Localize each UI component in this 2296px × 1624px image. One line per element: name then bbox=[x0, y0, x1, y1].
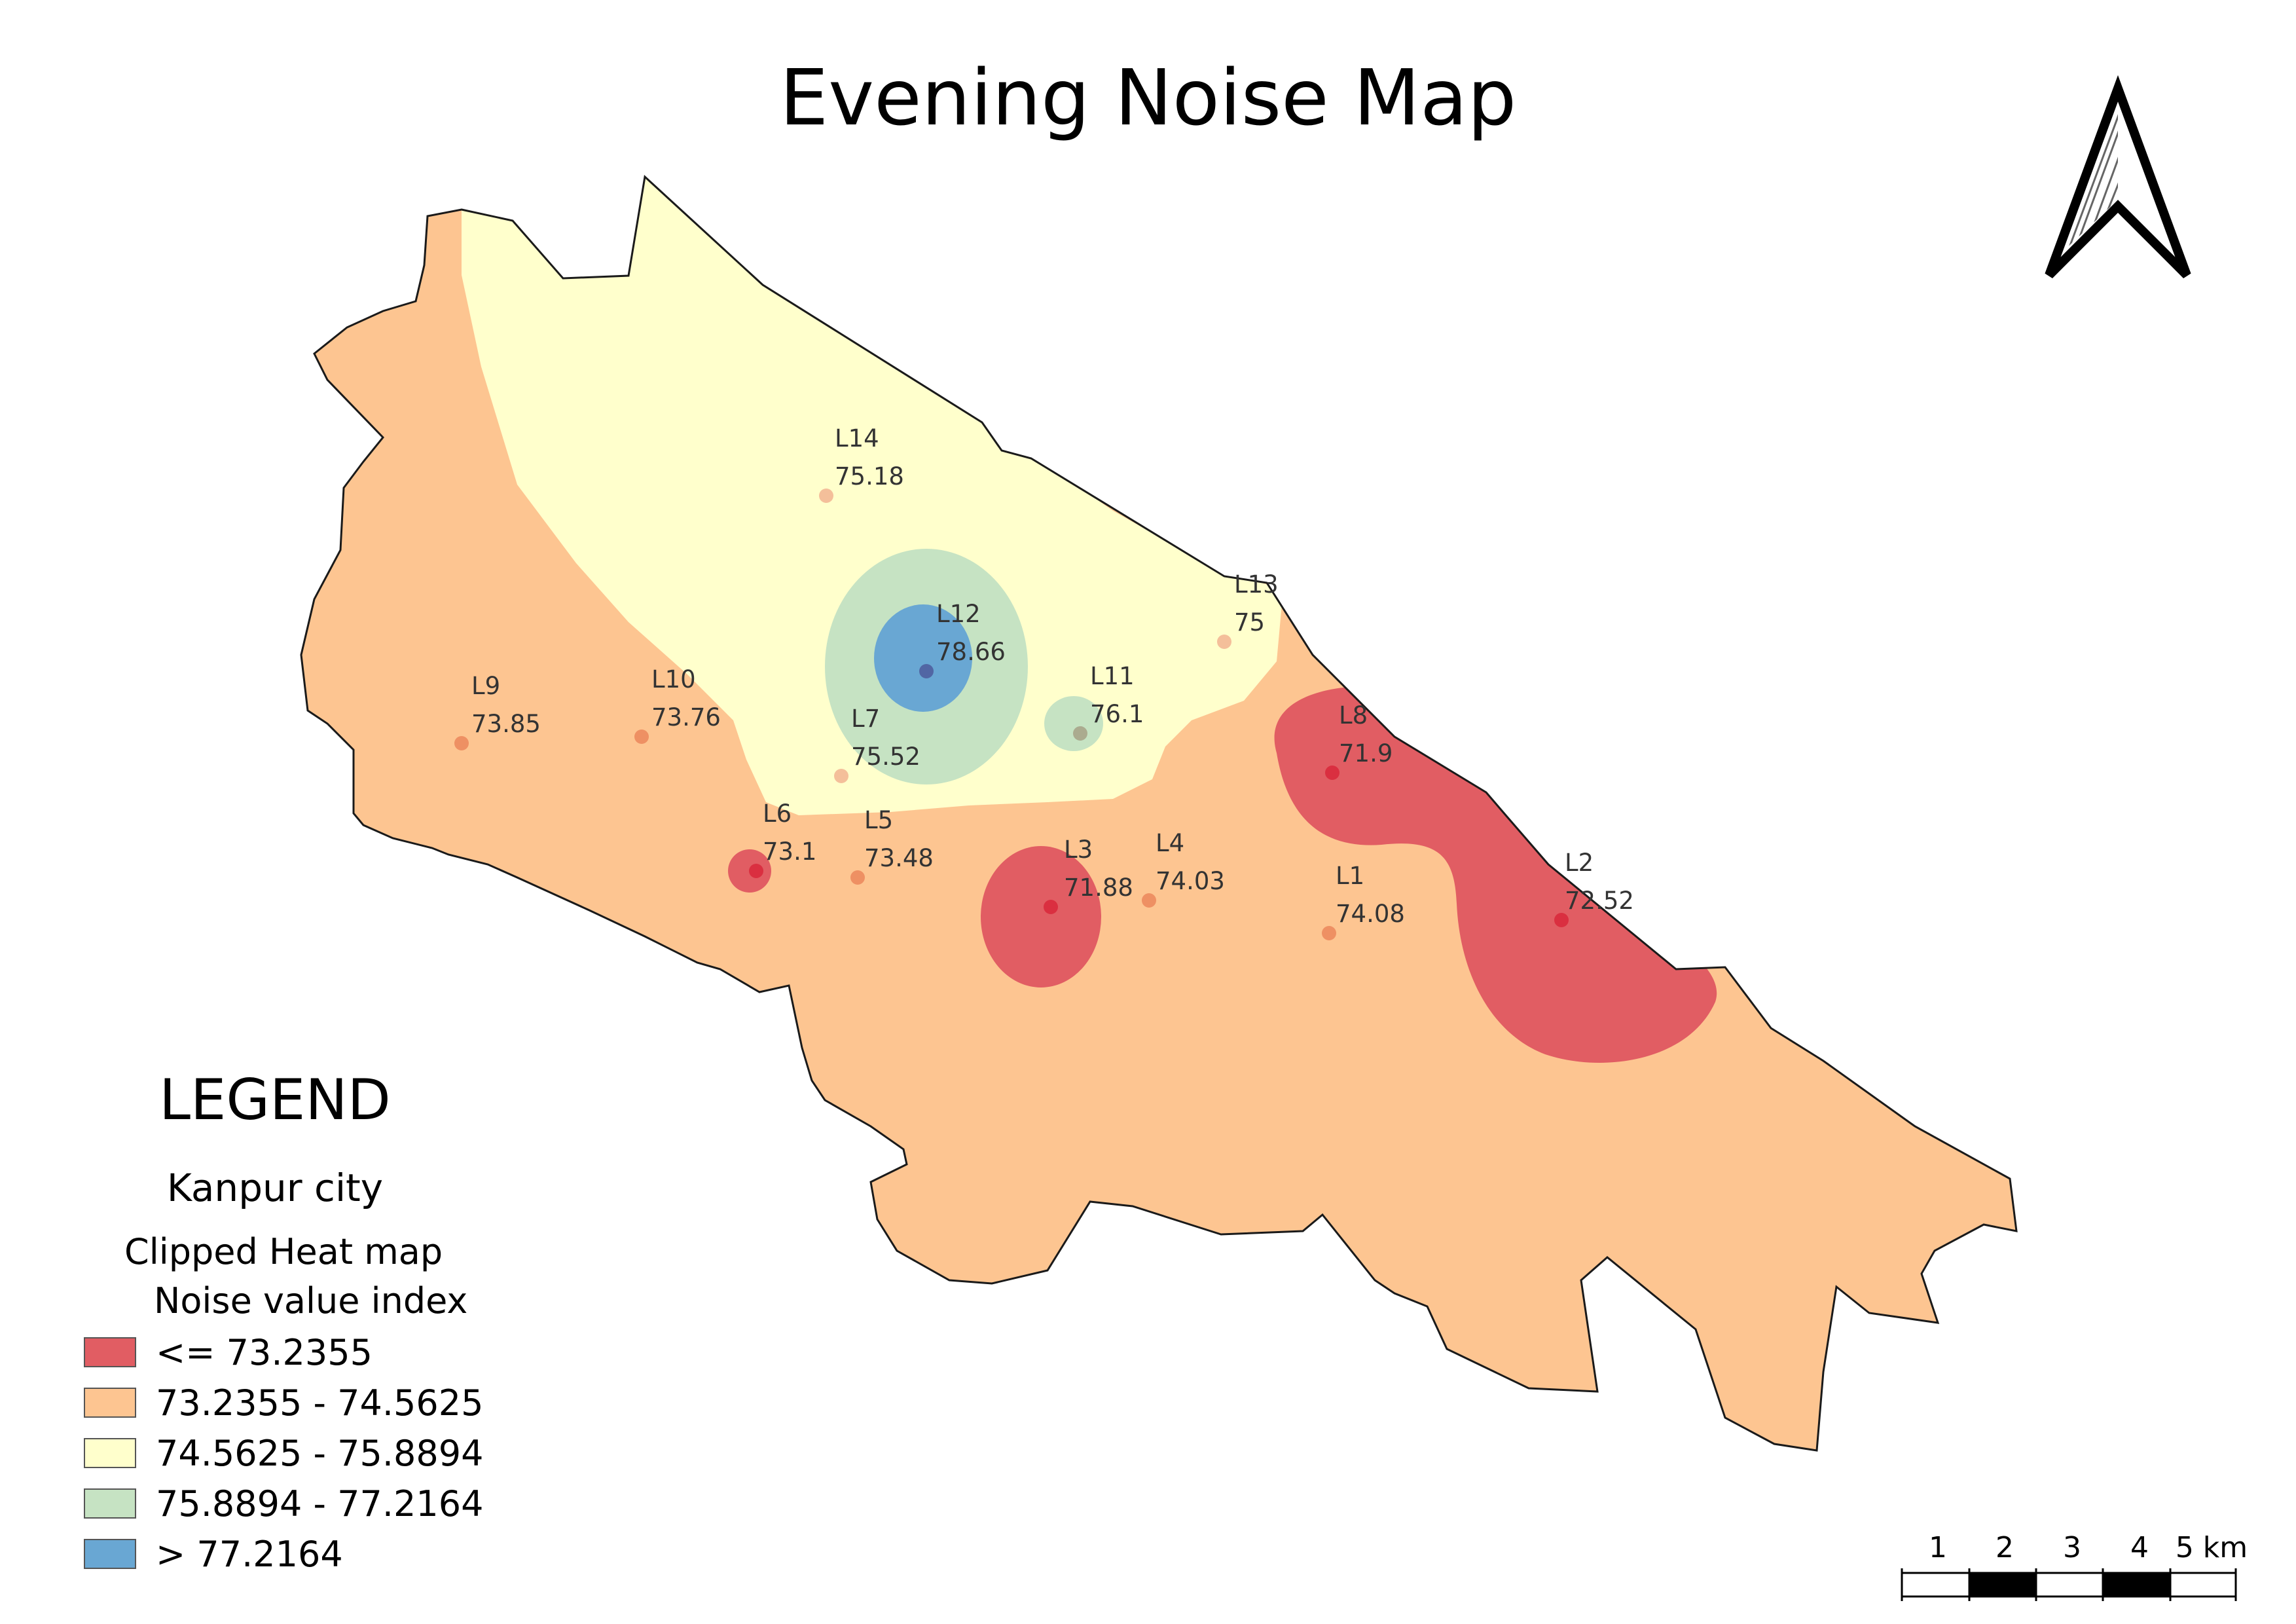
station-value-label: 78.66 bbox=[936, 638, 1006, 666]
station-marker bbox=[834, 769, 848, 783]
station-name-label: L3 bbox=[1064, 836, 1093, 864]
scale-label-2: 2 bbox=[1995, 1531, 2014, 1564]
station-marker bbox=[1322, 926, 1336, 940]
station-l4: L4 74.03 bbox=[1142, 829, 1225, 908]
legend-item-3: 74.5625 - 75.8894 bbox=[84, 1433, 483, 1474]
legend-item-4: 75.8894 - 77.2164 bbox=[84, 1483, 483, 1524]
station-name-label: L5 bbox=[864, 806, 893, 834]
scale-segment-5 bbox=[2169, 1572, 2237, 1598]
legend-field: Noise value index bbox=[154, 1280, 468, 1321]
station-marker bbox=[1217, 635, 1231, 649]
legend-label-1: <= 73.2355 bbox=[156, 1331, 373, 1373]
heat-zone-class-3 bbox=[462, 177, 1283, 815]
station-name-label: L1 bbox=[1336, 862, 1364, 890]
stations-layer: L1 74.08 L2 72.52 L3 71.88 L4 74.03 L5 73.48 L6 73.… bbox=[454, 424, 1634, 940]
map-title: Evening Noise Map bbox=[779, 52, 1517, 143]
station-name-label: L6 bbox=[763, 800, 792, 828]
station-name-label: L2 bbox=[1565, 849, 1594, 877]
station-marker bbox=[634, 729, 649, 744]
legend-swatch-1 bbox=[84, 1337, 136, 1367]
station-marker bbox=[919, 664, 934, 678]
station-l7: L7 75.52 bbox=[834, 705, 920, 783]
station-name-label: L9 bbox=[471, 672, 500, 700]
station-marker bbox=[819, 489, 833, 503]
station-value-label: 73.1 bbox=[763, 838, 816, 866]
legend-swatch-3 bbox=[84, 1438, 136, 1468]
station-value-label: 73.48 bbox=[864, 844, 934, 872]
north-arrow-icon bbox=[2045, 75, 2191, 278]
station-name-label: L7 bbox=[851, 705, 880, 733]
station-l3: L3 71.88 bbox=[1044, 836, 1133, 914]
scale-label-3: 3 bbox=[2063, 1531, 2081, 1564]
scale-label-5: 5 km bbox=[2176, 1531, 2248, 1564]
station-l9: L9 73.85 bbox=[454, 672, 541, 750]
station-marker bbox=[749, 864, 763, 878]
station-marker bbox=[1325, 766, 1339, 780]
scale-segment-1 bbox=[1901, 1572, 1971, 1598]
station-l11: L11 76.1 bbox=[1073, 662, 1144, 741]
legend-item-2: 73.2355 - 74.5625 bbox=[84, 1382, 483, 1424]
scale-bar: 1 2 3 4 5 km bbox=[1901, 1531, 2248, 1601]
legend-swatch-5 bbox=[84, 1539, 136, 1569]
station-value-label: 72.52 bbox=[1565, 887, 1634, 915]
station-l2: L2 72.52 bbox=[1554, 849, 1634, 927]
station-value-label: 75.52 bbox=[851, 743, 920, 771]
station-name-label: L11 bbox=[1090, 662, 1135, 690]
station-marker bbox=[1142, 893, 1156, 908]
station-marker bbox=[850, 870, 865, 885]
station-l1: L1 74.08 bbox=[1322, 862, 1405, 940]
station-name-label: L8 bbox=[1339, 701, 1368, 729]
station-marker bbox=[1044, 900, 1058, 914]
station-l10: L10 73.76 bbox=[634, 665, 721, 744]
station-value-label: 73.85 bbox=[471, 710, 541, 738]
legend-label-2: 73.2355 - 74.5625 bbox=[156, 1382, 484, 1424]
heat-zone-class-1-northeast bbox=[1274, 686, 1717, 1063]
station-value-label: 71.9 bbox=[1339, 739, 1393, 767]
station-name-label: L14 bbox=[835, 424, 879, 452]
station-name-label: L12 bbox=[936, 600, 981, 628]
scale-segment-4 bbox=[2102, 1572, 2172, 1598]
station-name-label: L13 bbox=[1234, 570, 1279, 599]
station-l14: L14 75.18 bbox=[819, 424, 904, 503]
heat-zone-class-1-center bbox=[981, 846, 1101, 987]
heat-zone-class-4-east bbox=[1044, 696, 1103, 751]
station-value-label: 71.88 bbox=[1064, 874, 1133, 902]
station-name-label: L4 bbox=[1156, 829, 1184, 857]
station-l5: L5 73.48 bbox=[850, 806, 934, 885]
heat-zone-class-5 bbox=[874, 604, 972, 712]
station-value-label: 74.08 bbox=[1336, 900, 1405, 928]
legend-sublayer: Clipped Heat map bbox=[124, 1231, 443, 1272]
station-value-label: 75 bbox=[1234, 608, 1265, 637]
legend-label-3: 74.5625 - 75.8894 bbox=[156, 1432, 484, 1474]
legend-label-5: > 77.2164 bbox=[156, 1533, 343, 1575]
scale-label-1: 1 bbox=[1929, 1531, 1947, 1564]
station-l6: L6 73.1 bbox=[749, 800, 816, 878]
station-l8: L8 71.9 bbox=[1325, 701, 1393, 780]
station-value-label: 74.03 bbox=[1156, 867, 1225, 895]
station-value-label: 76.1 bbox=[1090, 700, 1144, 728]
legend-swatch-2 bbox=[84, 1388, 136, 1418]
station-value-label: 75.18 bbox=[835, 462, 904, 490]
legend-item-1: <= 73.2355 bbox=[84, 1332, 373, 1373]
station-l12: L12 78.66 bbox=[919, 600, 1006, 678]
station-value-label: 73.76 bbox=[651, 703, 721, 731]
station-marker bbox=[454, 736, 469, 750]
legend-swatch-4 bbox=[84, 1488, 136, 1519]
scale-label-4: 4 bbox=[2130, 1531, 2149, 1564]
legend-item-5: > 77.2164 bbox=[84, 1534, 343, 1575]
legend-label-4: 75.8894 - 77.2164 bbox=[156, 1483, 484, 1524]
scale-segment-3 bbox=[2035, 1572, 2104, 1598]
scale-segment-2 bbox=[1968, 1572, 2037, 1598]
station-marker bbox=[1073, 726, 1087, 741]
station-marker bbox=[1554, 913, 1569, 927]
station-name-label: L10 bbox=[651, 665, 696, 693]
legend-heading: LEGEND bbox=[159, 1067, 391, 1133]
legend-layer-name: Kanpur city bbox=[166, 1166, 384, 1210]
